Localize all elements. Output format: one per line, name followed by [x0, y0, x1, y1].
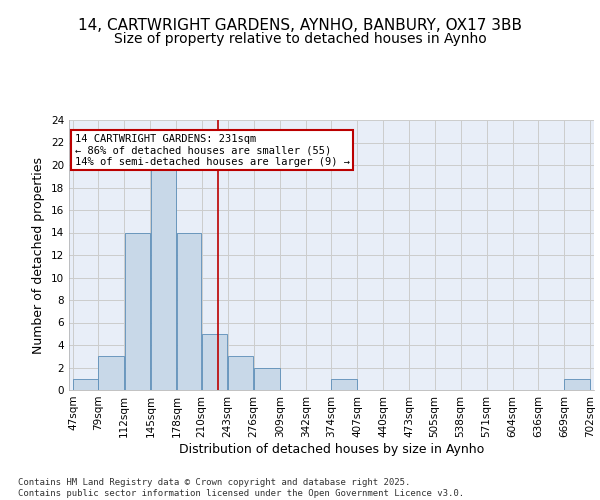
Bar [202, 334, 227, 390]
Bar [151, 165, 176, 390]
X-axis label: Distribution of detached houses by size in Aynho: Distribution of detached houses by size … [179, 442, 484, 456]
Bar [73, 379, 98, 390]
Bar [125, 232, 150, 390]
Text: Contains HM Land Registry data © Crown copyright and database right 2025.
Contai: Contains HM Land Registry data © Crown c… [18, 478, 464, 498]
Y-axis label: Number of detached properties: Number of detached properties [32, 156, 46, 354]
Bar [228, 356, 253, 390]
Bar [98, 356, 124, 390]
Bar [176, 232, 202, 390]
Bar [254, 368, 280, 390]
Text: Size of property relative to detached houses in Aynho: Size of property relative to detached ho… [113, 32, 487, 46]
Text: 14 CARTWRIGHT GARDENS: 231sqm
← 86% of detached houses are smaller (55)
14% of s: 14 CARTWRIGHT GARDENS: 231sqm ← 86% of d… [74, 134, 350, 166]
Bar [331, 379, 357, 390]
Bar [564, 379, 590, 390]
Text: 14, CARTWRIGHT GARDENS, AYNHO, BANBURY, OX17 3BB: 14, CARTWRIGHT GARDENS, AYNHO, BANBURY, … [78, 18, 522, 32]
